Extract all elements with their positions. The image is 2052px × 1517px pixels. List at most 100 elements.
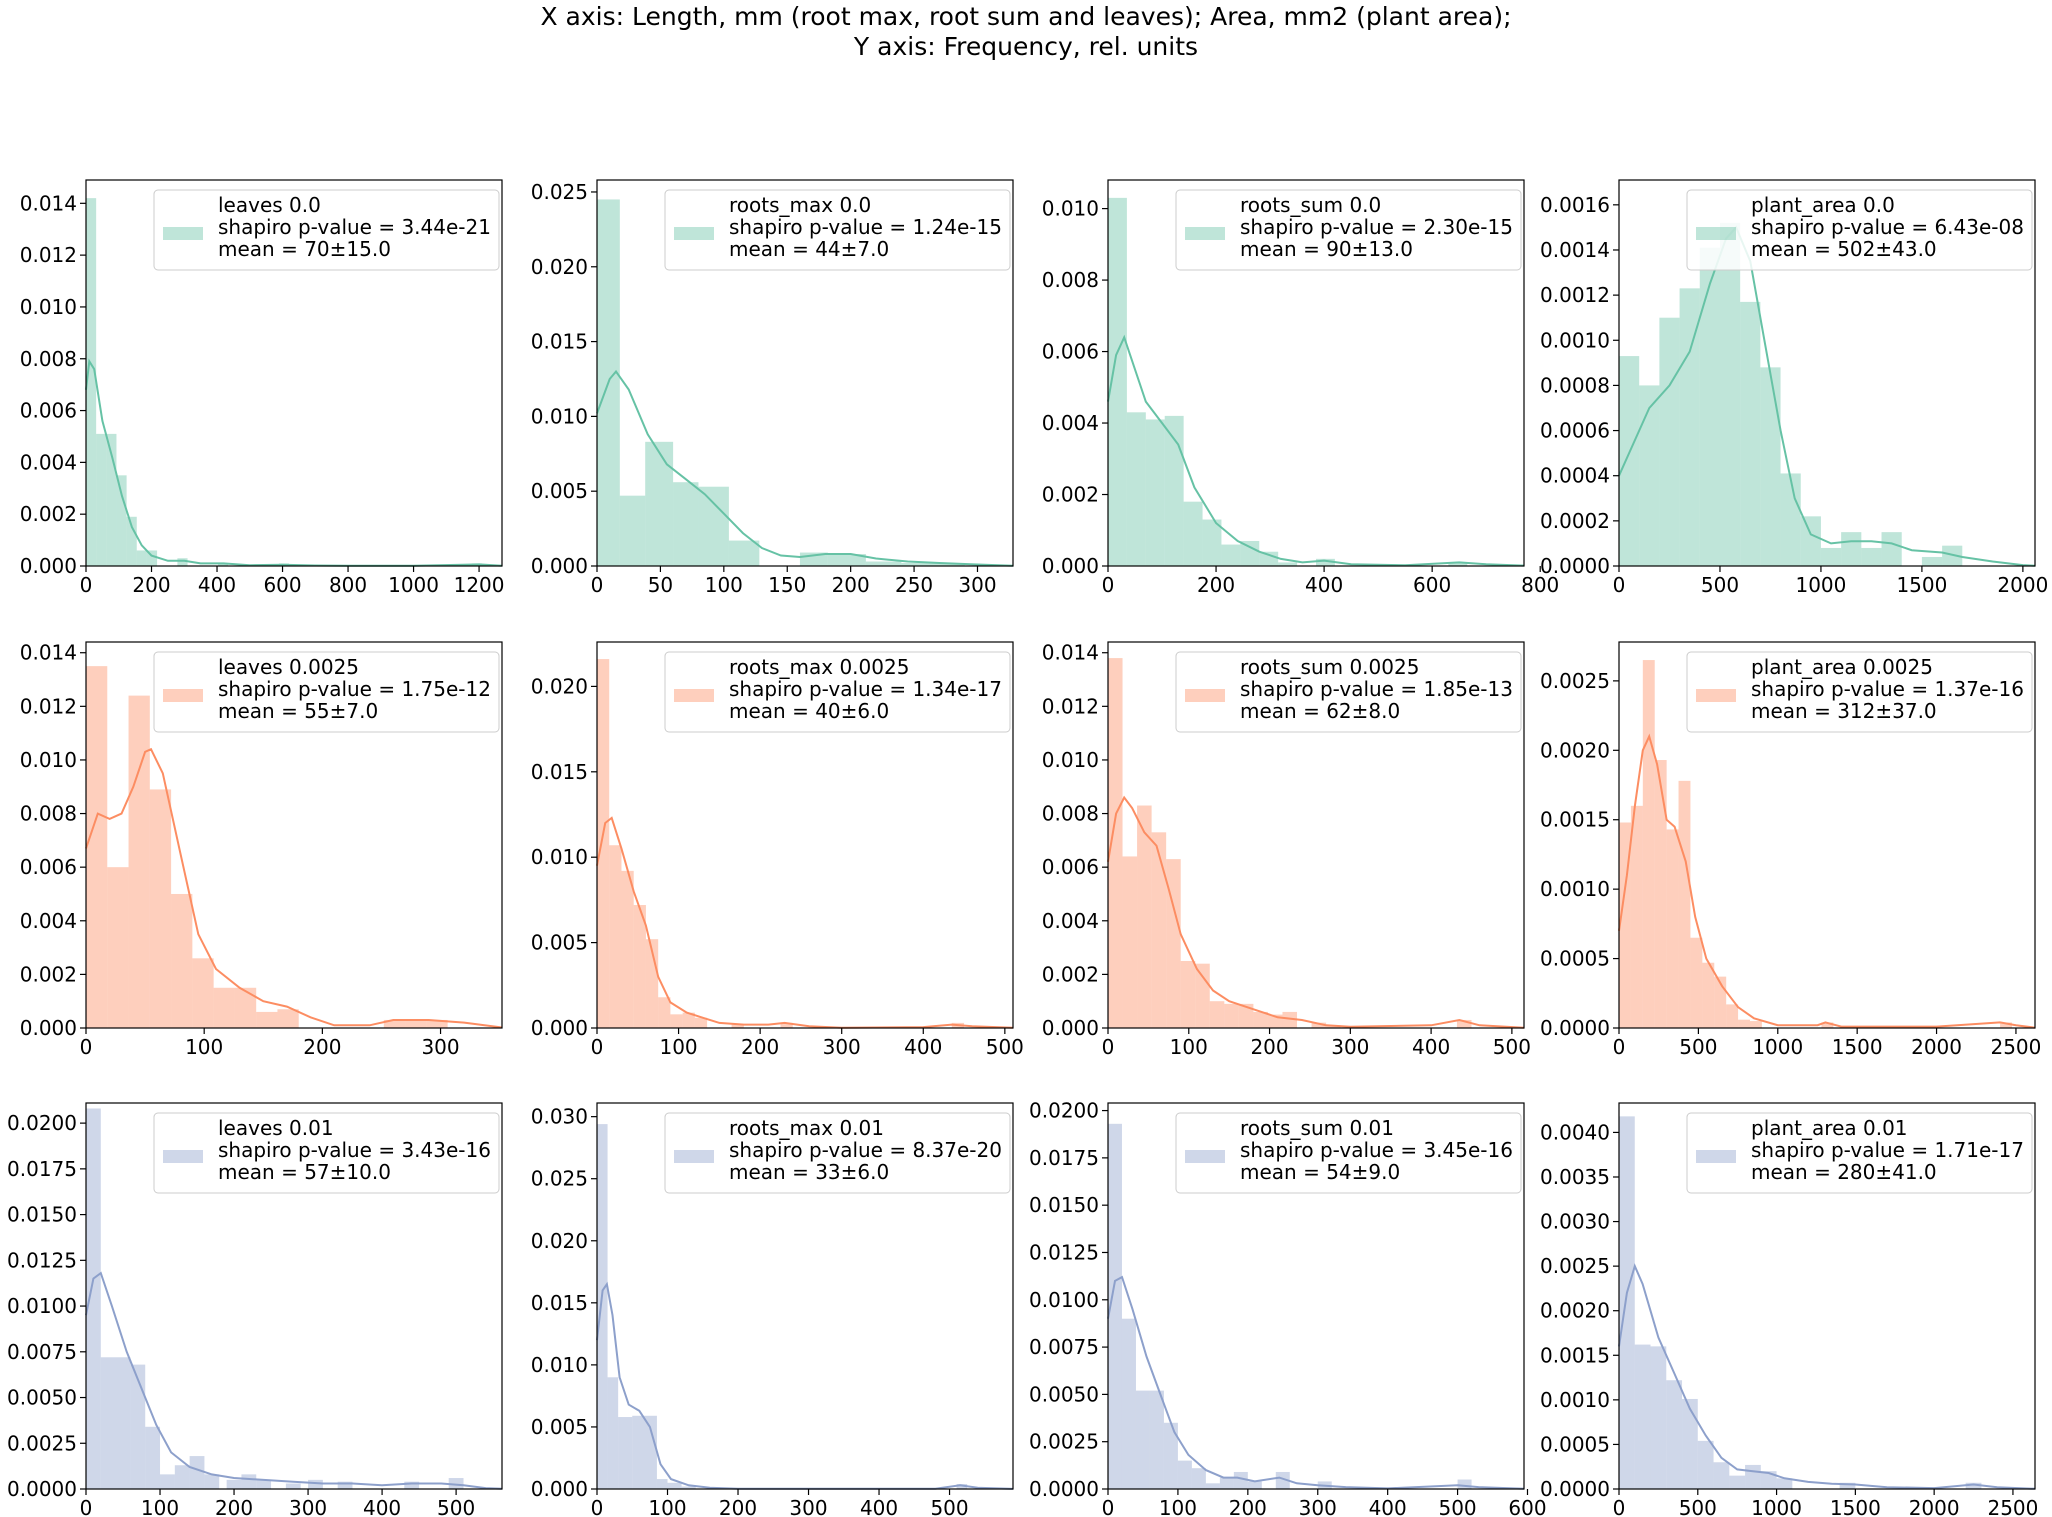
kde-curve <box>85 747 503 1029</box>
x-tick-label: 400 <box>904 1035 942 1059</box>
histogram-bar <box>1163 1422 1178 1489</box>
legend-entry: shapiro p-value = 3.43e-16 <box>218 1138 491 1162</box>
histogram-bar <box>1311 1022 1327 1028</box>
subplot-roots-max-0-0: 0 50 100 150 200 250 300 0.000 0.005 0.010 0.015 0.… <box>531 179 1014 597</box>
histogram-bar <box>731 1024 744 1028</box>
x-tick-label: 0 <box>591 573 604 597</box>
y-tick-label: 0.006 <box>20 399 77 423</box>
y-tick-label: 0.0035 <box>1540 1165 1610 1189</box>
axes-frame <box>1618 179 2036 567</box>
histogram-bar <box>213 987 235 1028</box>
y-tick-label: 0.0075 <box>7 1340 77 1364</box>
legend-entry: shapiro p-value = 2.30e-15 <box>1240 215 1513 239</box>
histogram-bar <box>865 561 902 566</box>
x-tick-label: 500 <box>1438 1496 1476 1517</box>
legend-entry: roots_sum 0.0025 <box>1240 655 1419 679</box>
histogram-bar <box>1275 1471 1290 1489</box>
legend-entry: roots_sum 0.0 <box>1240 193 1381 217</box>
histogram-bar <box>1713 1462 1730 1489</box>
x-tick-label: 400 <box>1412 1035 1450 1059</box>
histogram-bar <box>404 1481 420 1489</box>
x-tick-label: 1000 <box>1751 1496 1802 1517</box>
y-tick-label: 0.0014 <box>1540 238 1610 262</box>
x-tick-label: 0 <box>80 1035 93 1059</box>
y-tick-label: 0.0016 <box>1540 193 1610 217</box>
legend-box <box>664 651 1011 733</box>
x-tick-label: 2000 <box>1909 1496 1960 1517</box>
legend-entry: leaves 0.0025 <box>218 655 359 679</box>
x-tick-label: 0 <box>1613 573 1626 597</box>
legend-entry: shapiro p-value = 1.75e-12 <box>218 677 491 701</box>
legend-swatch <box>163 227 203 240</box>
legend-entry: plant_area 0.0025 <box>1751 655 1933 679</box>
y-tick-label: 0.0050 <box>1029 1382 1099 1406</box>
y-tick-label: 0.004 <box>1042 909 1099 933</box>
subplot-roots-max-0-01: 0 100 200 300 400 500 0.000 0.005 0.010 0.015 0.02… <box>531 1102 1014 1517</box>
y-tick-label: 0.006 <box>20 855 77 879</box>
legend-swatch <box>1185 1150 1225 1163</box>
histogram-bar <box>1282 1011 1298 1028</box>
x-tick-label: 300 <box>1299 1496 1337 1517</box>
histogram-bar <box>1180 960 1196 1028</box>
histogram-bar <box>1316 558 1335 566</box>
x-tick-label: 500 <box>1701 573 1739 597</box>
legend-entry: plant_area 0.0 <box>1751 193 1895 217</box>
y-tick-label: 0.0100 <box>1029 1288 1099 1312</box>
histogram-bar <box>694 1017 708 1028</box>
y-tick-label: 0.0008 <box>1540 373 1610 397</box>
histogram-bar <box>1619 822 1631 1028</box>
y-tick-label: 0.0015 <box>1540 808 1610 832</box>
histogram-bar <box>780 1022 793 1028</box>
histogram-bar <box>130 1364 146 1489</box>
kde-curve <box>596 1281 1014 1490</box>
x-tick-label: 500 <box>1679 1035 1717 1059</box>
y-tick-label: 0.010 <box>20 748 77 772</box>
legend-entry: plant_area 0.01 <box>1751 1116 1908 1140</box>
histogram-bar <box>1699 247 1720 566</box>
histogram-bar <box>171 893 193 1028</box>
histogram-bar <box>256 1011 278 1028</box>
y-tick-label: 0.0000 <box>1029 1477 1099 1501</box>
x-tick-label: 500 <box>1679 1496 1717 1517</box>
y-tick-label: 0.012 <box>20 243 77 267</box>
histogram-bar <box>1861 547 1882 566</box>
axes-frame <box>1618 1102 2036 1490</box>
histogram-bar <box>1224 1003 1239 1028</box>
legend-box <box>1175 189 1522 271</box>
histogram-bar <box>1740 301 1761 566</box>
histogram-bar <box>1630 805 1643 1028</box>
histogram-bar <box>1881 532 1902 566</box>
y-tick-label: 0.0004 <box>1540 464 1610 488</box>
x-tick-label: 0 <box>1102 573 1115 597</box>
legend-entry: shapiro p-value = 1.24e-15 <box>729 215 1002 239</box>
histogram-bar <box>1108 658 1123 1028</box>
histogram-bar <box>177 558 188 566</box>
histogram-bar <box>1253 1011 1268 1028</box>
y-tick-label: 0.0025 <box>1540 669 1610 693</box>
y-tick-label: 0.020 <box>531 674 588 698</box>
histogram-bar <box>149 789 172 1028</box>
histogram-bar <box>1166 859 1181 1028</box>
histogram-bar <box>1247 1481 1262 1489</box>
y-tick-label: 0.008 <box>1042 268 1099 292</box>
x-tick-label: 2500 <box>1990 1035 2041 1059</box>
histogram-bar <box>1149 1390 1164 1489</box>
x-tick-label: 50 <box>648 573 673 597</box>
histogram-bar <box>1679 288 1700 566</box>
histogram-bar <box>1240 540 1260 566</box>
legend-swatch <box>1696 1150 1736 1163</box>
y-tick-label: 0.015 <box>531 1291 588 1315</box>
x-tick-label: 600 <box>1413 573 1451 597</box>
histogram-bar <box>673 482 699 566</box>
histogram-bar <box>1191 1468 1206 1489</box>
y-tick-label: 0.0025 <box>7 1431 77 1455</box>
histogram-bar <box>1642 660 1655 1028</box>
histogram-bar <box>308 1479 323 1489</box>
histogram-bar <box>1841 532 1862 566</box>
x-tick-label: 200 <box>132 573 170 597</box>
histogram-bar <box>1666 1380 1683 1489</box>
histogram-bar <box>1749 1021 1762 1028</box>
